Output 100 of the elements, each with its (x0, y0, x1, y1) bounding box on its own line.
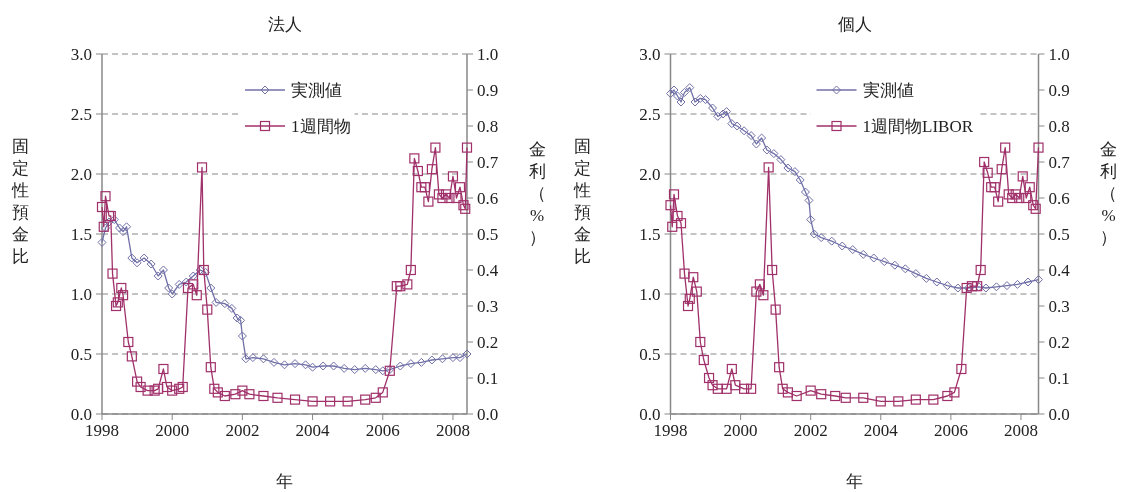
point (167, 289, 177, 299)
point (280, 360, 289, 370)
y-tick-label: 0.5 (70, 345, 92, 364)
point (220, 299, 230, 309)
point (406, 359, 416, 369)
y2-tick-label: 0.1 (1048, 369, 1070, 388)
point (713, 111, 723, 121)
y2-tick-label: 0.8 (477, 117, 499, 136)
point (127, 253, 137, 263)
point (666, 89, 675, 99)
y2-axis-title: 金利（%） (1100, 140, 1117, 247)
y-tick-label: 2.0 (70, 165, 92, 184)
y2-tick-label: 0.8 (1048, 117, 1070, 136)
point (237, 331, 247, 341)
point (227, 303, 237, 313)
point (258, 354, 268, 364)
point (248, 353, 258, 363)
point (427, 355, 437, 365)
point (769, 149, 779, 159)
point (879, 257, 889, 267)
point (360, 363, 370, 373)
point (991, 282, 1001, 292)
point (722, 107, 732, 117)
y2-tick-label: 0.4 (1048, 261, 1071, 280)
point (695, 93, 705, 103)
point (1002, 281, 1012, 291)
point (751, 139, 761, 149)
point (858, 249, 868, 259)
x-tick-label: 2006 (365, 421, 400, 440)
x-tick-label: 2008 (1003, 421, 1038, 440)
legend-label: 実測値 (862, 81, 914, 100)
point (718, 109, 728, 119)
y-tick-label: 1.0 (639, 285, 661, 304)
point (455, 353, 465, 363)
y-tick-label: 3.0 (70, 45, 92, 64)
y2-tick-label: 0.6 (1048, 189, 1070, 208)
y2-tick-label: 0.5 (477, 225, 499, 244)
point (122, 222, 132, 232)
point (236, 315, 246, 325)
point (378, 366, 388, 376)
point (783, 163, 793, 173)
y2-tick-label: 0.0 (477, 405, 499, 424)
point (816, 233, 826, 243)
point (318, 361, 328, 371)
point (339, 363, 349, 373)
point (746, 131, 756, 141)
y2-tick-label: 0.2 (477, 333, 499, 352)
point (757, 133, 767, 143)
point (371, 365, 381, 375)
point (290, 359, 300, 369)
point (827, 236, 837, 246)
y2-tick-label: 0.4 (477, 261, 499, 280)
point (776, 155, 786, 165)
x-tick-label: 2004 (295, 421, 331, 440)
point (350, 365, 360, 375)
point (953, 283, 963, 293)
y2-tick-label: 1.0 (477, 45, 499, 64)
y-tick-label: 1.0 (70, 285, 92, 304)
y-tick-label: 1.5 (639, 225, 661, 244)
point (118, 227, 128, 237)
y2-tick-label: 0.9 (1048, 81, 1070, 100)
point (869, 253, 879, 263)
point (109, 215, 119, 225)
point (685, 83, 695, 93)
legend-label: 1週間物 (291, 117, 351, 136)
point (921, 273, 931, 283)
point (395, 361, 405, 371)
y-tick-label: 2.5 (639, 105, 661, 124)
point (437, 354, 447, 364)
point (790, 167, 800, 177)
y-tick-label: 2.5 (70, 105, 92, 124)
y2-tick-label: 0.5 (1048, 225, 1070, 244)
point (800, 187, 810, 197)
y-tick-label: 0.0 (639, 405, 661, 424)
point (211, 297, 221, 307)
point (153, 271, 163, 281)
point (795, 175, 805, 185)
point (890, 260, 900, 270)
y-axis-title: 固定性預金比 (573, 137, 591, 266)
x-tick-label: 1998 (85, 421, 119, 440)
point (739, 126, 749, 136)
legend-label: 実測値 (291, 81, 342, 100)
point (206, 283, 216, 293)
point (932, 277, 942, 287)
y2-tick-label: 0.6 (477, 189, 499, 208)
point (762, 145, 772, 155)
point (139, 253, 149, 263)
point (97, 237, 107, 247)
y-axis-title: 固定性預金比 (10, 137, 29, 266)
point (329, 361, 339, 371)
y2-tick-label: 0.3 (477, 297, 499, 316)
y2-tick-label: 0.7 (1048, 153, 1071, 172)
x-tick-label: 2004 (863, 421, 899, 440)
point (942, 281, 952, 291)
y-tick-label: 3.0 (639, 45, 661, 64)
point (416, 357, 426, 367)
point (158, 265, 168, 275)
point (837, 241, 847, 251)
y2-tick-label: 0.9 (477, 81, 499, 100)
point (680, 87, 690, 97)
